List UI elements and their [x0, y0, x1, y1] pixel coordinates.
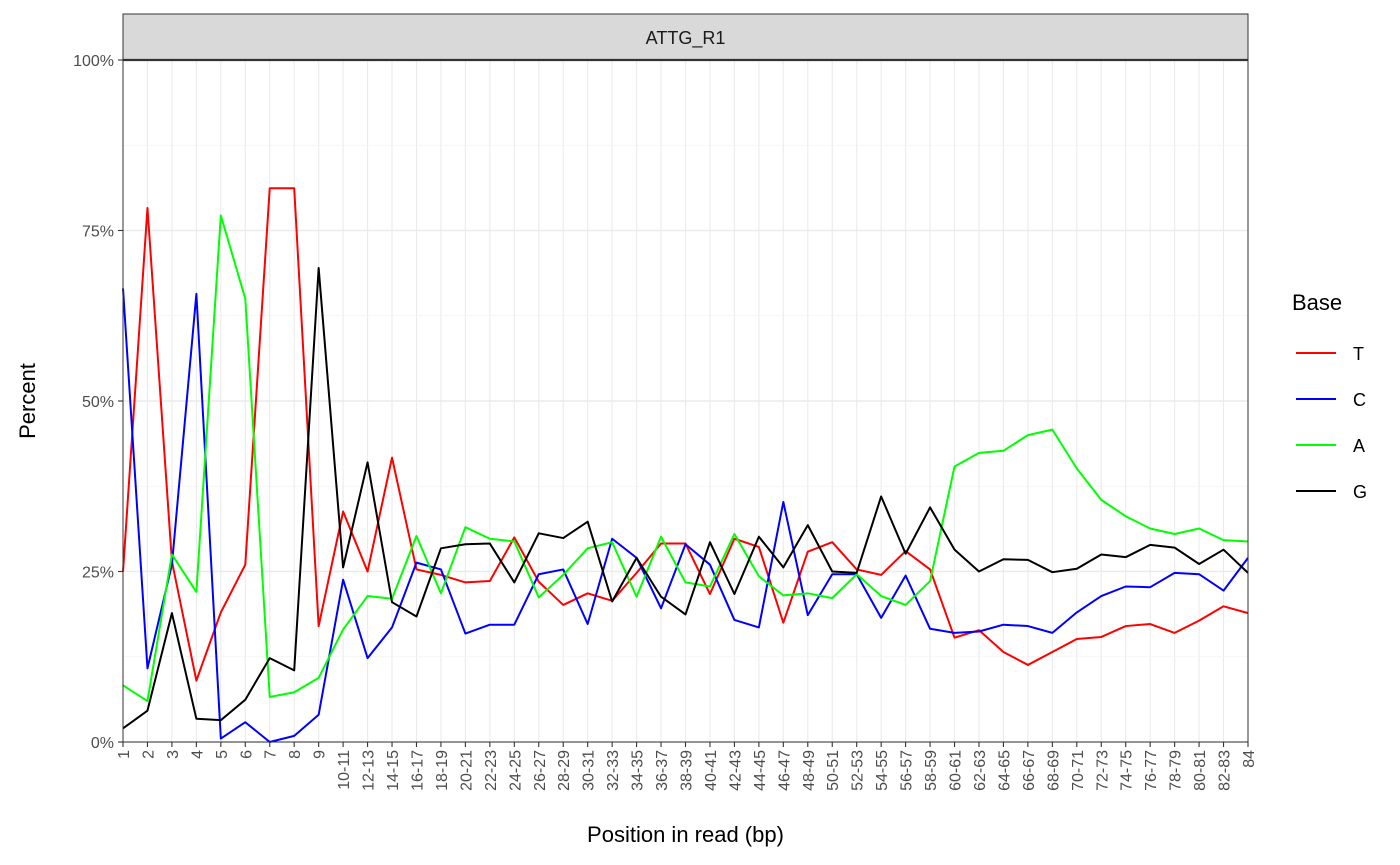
x-tick-label: 38-39 [679, 750, 696, 791]
x-tick-label: 30-31 [581, 750, 598, 791]
y-tick-label: 100% [73, 53, 114, 70]
series-group [122, 187, 1249, 743]
x-tick-label: 44-45 [752, 750, 769, 791]
x-tick-label: 72-73 [1094, 750, 1111, 791]
x-tick-label: 16-17 [409, 750, 426, 791]
y-tick-label: 50% [82, 394, 114, 411]
x-tick-label: 32-33 [605, 750, 622, 791]
x-tick-label: 12-13 [361, 750, 378, 791]
x-tick-label: 24-25 [507, 750, 524, 791]
x-tick-label: 50-51 [825, 750, 842, 791]
x-tick-label: 56-57 [899, 750, 916, 791]
x-tick-label: 60-61 [948, 750, 965, 791]
x-tick-label: 26-27 [532, 750, 549, 791]
x-tick-label: 5 [214, 750, 231, 759]
x-tick-label: 14-15 [385, 750, 402, 791]
series-line-G [122, 267, 1249, 730]
x-tick-label: 80-81 [1192, 750, 1209, 791]
x-tick-label: 64-65 [996, 750, 1013, 791]
legend-label-C: C [1353, 390, 1366, 410]
x-tick-label: 20-21 [458, 750, 475, 791]
x-axis-title: Position in read (bp) [587, 822, 784, 847]
series-line-A [122, 214, 1249, 703]
x-tick-label: 28-29 [556, 750, 573, 791]
x-tick-label: 76-77 [1143, 750, 1160, 791]
x-tick-label: 84 [1241, 750, 1258, 768]
x-tick-label: 34-35 [630, 750, 647, 791]
legend-label-T: T [1353, 344, 1364, 364]
x-tick-label: 7 [263, 750, 280, 759]
facet-title: ATTG_R1 [646, 28, 726, 49]
x-axis: 1 2 3 4 5 6 7 8 9 10-11 12-13 14-15 16-17 18-19 20-21 2… [116, 742, 1258, 791]
y-axis: 0% 25% 50% 75% 100% [73, 53, 123, 752]
x-tick-label: 4 [189, 750, 206, 759]
x-tick-label: 42-43 [727, 750, 744, 791]
x-tick-label: 70-71 [1070, 750, 1087, 791]
y-tick-label: 75% [82, 224, 114, 241]
series-line-C [122, 288, 1249, 743]
x-tick-label: 40-41 [703, 750, 720, 791]
x-tick-label: 22-23 [483, 750, 500, 791]
x-tick-label: 68-69 [1045, 750, 1062, 791]
x-tick-label: 10-11 [336, 750, 353, 790]
x-tick-label: 82-83 [1217, 750, 1234, 791]
x-tick-label: 3 [165, 750, 182, 759]
x-tick-label: 58-59 [923, 750, 940, 791]
y-tick-label: 0% [91, 735, 114, 752]
x-tick-label: 36-37 [654, 750, 671, 791]
legend: Base T C A G [1292, 290, 1367, 502]
x-tick-label: 8 [287, 750, 304, 759]
x-tick-label: 18-19 [434, 750, 451, 791]
x-tick-label: 1 [116, 750, 133, 759]
x-tick-label: 62-63 [972, 750, 989, 791]
y-axis-title: Percent [15, 363, 40, 439]
legend-title: Base [1292, 290, 1342, 315]
y-tick-label: 25% [82, 565, 114, 582]
facet-strip [122, 13, 1249, 61]
x-tick-label: 74-75 [1119, 750, 1136, 791]
x-tick-label: 9 [312, 750, 329, 759]
legend-label-G: G [1353, 482, 1367, 502]
x-tick-label: 54-55 [874, 750, 891, 791]
x-tick-label: 6 [238, 750, 255, 759]
x-tick-label: 46-47 [776, 750, 793, 791]
x-tick-label: 2 [140, 750, 157, 759]
x-tick-label: 78-79 [1168, 750, 1185, 791]
x-tick-label: 48-49 [801, 750, 818, 791]
x-tick-label: 66-67 [1021, 750, 1038, 791]
legend-label-A: A [1353, 436, 1365, 456]
x-tick-label: 52-53 [850, 750, 867, 791]
